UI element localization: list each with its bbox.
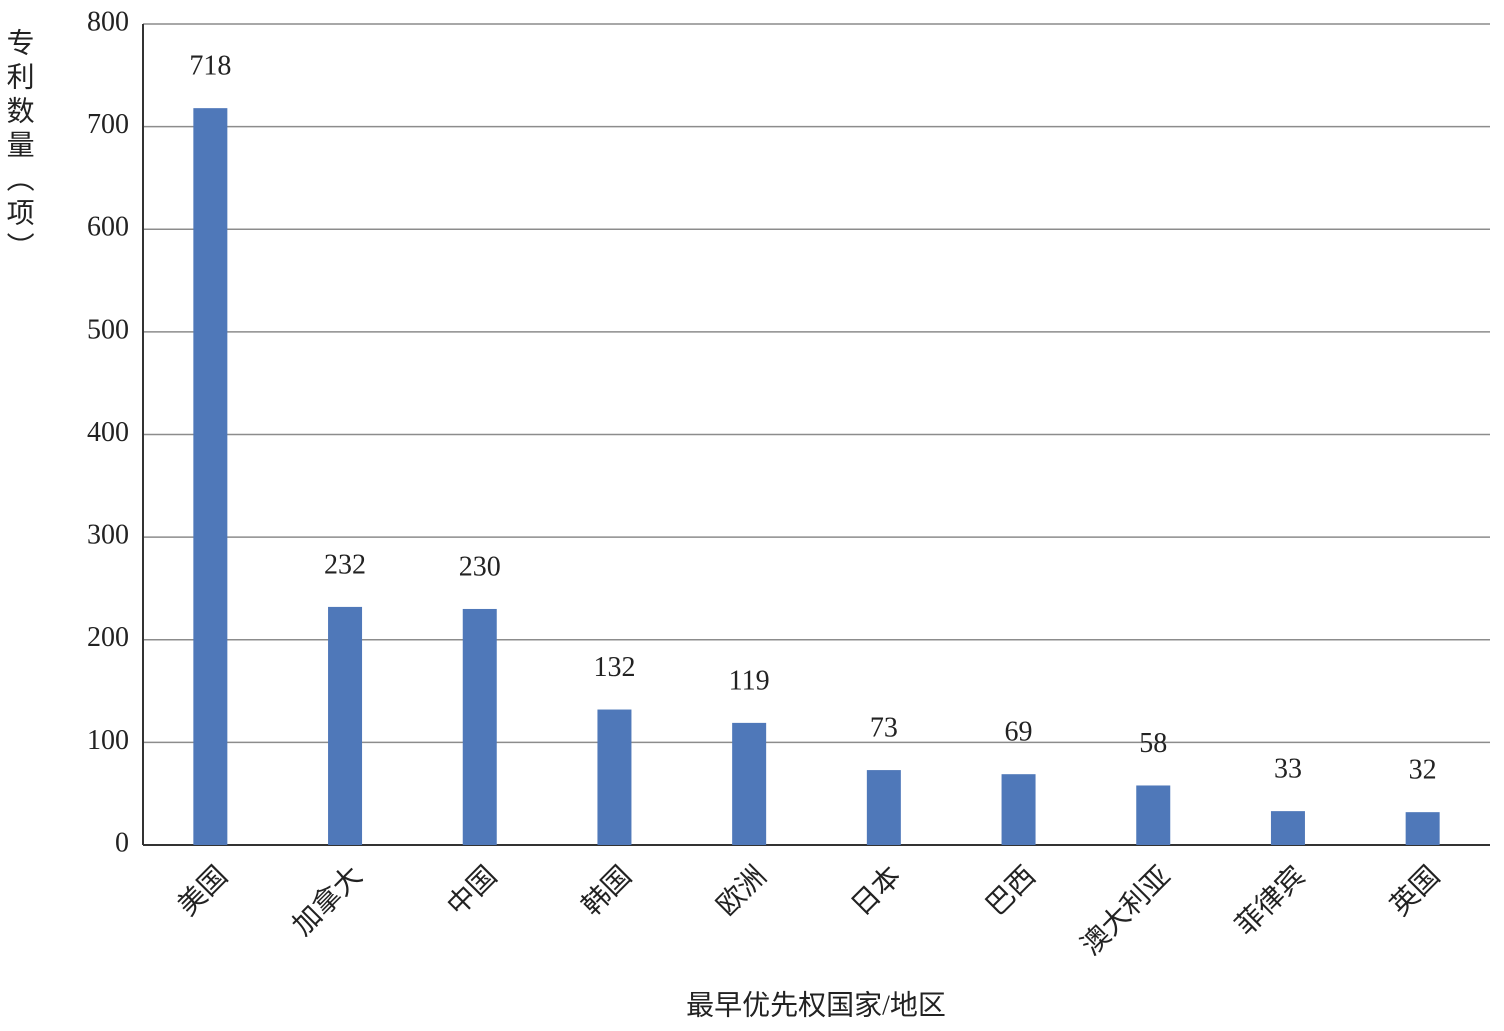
x-tick-label: 欧洲 <box>710 860 772 922</box>
data-label: 119 <box>729 665 770 696</box>
y-tick-label: 600 <box>87 212 129 243</box>
bar <box>1136 785 1171 845</box>
bar <box>866 770 901 845</box>
y-axis-label: 专利数量（项） <box>3 28 35 266</box>
data-label: 32 <box>1409 755 1437 786</box>
x-tick-label: 韩国 <box>576 860 638 922</box>
x-tick-label: 菲律宾 <box>1229 860 1311 942</box>
data-label: 132 <box>593 652 635 683</box>
data-label: 230 <box>459 551 501 582</box>
y-tick-label: 500 <box>87 314 129 345</box>
x-tick-label: 巴西 <box>981 861 1043 923</box>
y-tick-label: 700 <box>87 109 129 140</box>
bar <box>1270 811 1305 845</box>
x-axis-label: 最早优先权国家/地区 <box>686 989 946 1021</box>
data-label: 73 <box>870 713 898 744</box>
data-label: 232 <box>324 549 366 580</box>
x-tick-label: 加拿大 <box>287 860 369 942</box>
y-tick-label: 0 <box>115 827 129 858</box>
x-tick-label: 中国 <box>441 860 503 922</box>
bar <box>732 722 767 845</box>
bar <box>193 108 228 846</box>
data-label: 718 <box>189 51 231 82</box>
bar <box>462 608 497 845</box>
data-label: 58 <box>1139 728 1167 759</box>
data-label: 33 <box>1274 754 1302 785</box>
y-tick-label: 400 <box>87 417 129 448</box>
y-tick-label: 800 <box>87 6 129 37</box>
data-label: 69 <box>1005 717 1033 748</box>
y-tick-label: 100 <box>87 725 129 756</box>
bar <box>1001 774 1036 845</box>
x-tick-label: 美国 <box>172 860 234 922</box>
x-tick-label: 英国 <box>1384 860 1446 922</box>
x-tick-label: 澳大利亚 <box>1075 860 1177 962</box>
bar <box>328 606 363 845</box>
bar <box>1405 812 1440 845</box>
x-tick-label: 日本 <box>845 860 907 922</box>
y-tick-label: 300 <box>87 520 129 551</box>
bar <box>597 709 632 845</box>
y-tick-label: 200 <box>87 622 129 653</box>
